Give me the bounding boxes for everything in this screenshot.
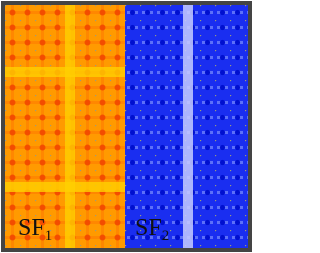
label-main: SF xyxy=(135,215,162,241)
stripe xyxy=(65,5,75,248)
stripe xyxy=(183,5,193,248)
panel-label: SF2 xyxy=(135,215,169,244)
label-subscript: 2 xyxy=(162,228,170,244)
page: SF1 SF2 (() => { const data = JSON.parse… xyxy=(0,0,253,253)
panel-label: SF1 xyxy=(18,215,52,244)
figure: SF1 SF2 xyxy=(1,1,252,252)
label-subscript: 1 xyxy=(45,228,53,244)
label-main: SF xyxy=(18,215,45,241)
